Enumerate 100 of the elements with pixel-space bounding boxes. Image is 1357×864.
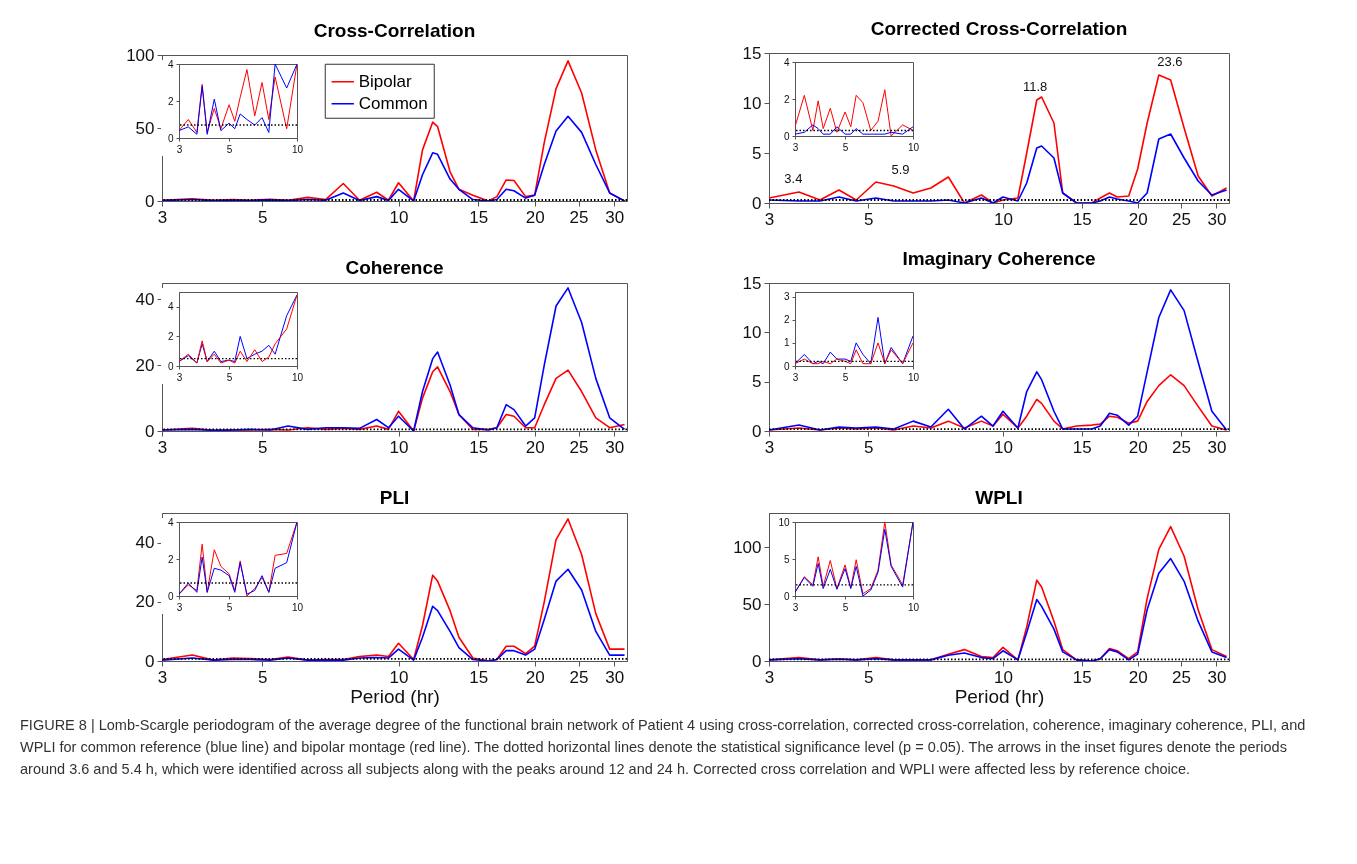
y-tick-label: 0 [167,590,174,602]
x-tick-label: 15 [469,207,489,227]
annotation: 11.8 [1022,79,1048,94]
chart-title: Corrected Cross-Correlation [870,18,1128,39]
y-tick-label: 10 [778,516,790,528]
y-tick-label: 0 [752,421,762,441]
y-tick-label: 0 [783,590,790,602]
y-tick-label: 2 [783,93,790,105]
y-tick-label: 40 [135,289,155,309]
x-tick-label: 30 [605,207,625,227]
x-tick-label: 10 [994,209,1013,229]
x-axis-title: Period (hr) [954,685,1045,707]
x-tick-label: 10 [994,437,1013,457]
x-tick-label: 15 [469,437,489,457]
x-tick-label: 10 [389,667,409,687]
x-tick-label: 25 [569,207,589,227]
y-tick-label: 50 [742,594,762,614]
x-tick-label: 10 [907,371,920,383]
x-tick-label: 5 [864,437,874,457]
x-tick-label: 10 [907,601,920,613]
y-tick-label: 4 [167,516,174,528]
legend-label: Bipolar [358,71,413,91]
y-tick-label: 0 [145,191,155,211]
chart-title: WPLI [975,487,1023,508]
y-tick-label: 40 [135,533,155,553]
x-tick-label: 30 [605,437,625,457]
legend-label: Common [358,93,428,113]
x-tick-label: 25 [569,437,589,457]
x-tick-label: 5 [258,437,268,457]
x-tick-label: 10 [907,141,920,153]
y-tick-label: 0 [783,130,790,142]
annotation: 23.6 [1157,54,1183,69]
x-tick-label: 5 [226,371,233,383]
x-tick-label: 5 [864,667,874,687]
caption: FIGURE 8 | Lomb-Scargle periodogram of the average degree of the functional brain network of Patient 4 using cross-correlation, corrected cross-correlation, coherence, imaginary coherence, PLI, and WPLI for common reference (blue line) and bipolar montage (red line). The dotted horizontal lines denote the statistical significance level (p = 0.05). The arrows in the inset figures denote the periods around 3.6 and 5.4 h, which were identified across all subjects along with the peaks around 12 and 24 h. Corrected cross correlation and WPLI were affected less by reference choice. [20,716,1307,779]
x-tick-label: 10 [291,371,304,383]
x-tick-label: 30 [1207,437,1227,457]
x-tick-label: 30 [1207,667,1227,687]
chart-title: Coherence [345,257,444,278]
annotation: 5.9 [891,162,910,177]
y-tick-label: 0 [783,360,790,372]
x-tick-label: 20 [1128,209,1148,229]
y-tick-label: 10 [742,93,762,113]
x-tick-label: 5 [258,667,268,687]
y-tick-label: 1 [783,337,790,349]
x-tick-label: 3 [792,141,799,153]
x-tick-label: 25 [1172,667,1191,687]
x-tick-label: 15 [469,667,489,687]
y-tick-label: 100 [126,45,155,65]
y-tick-label: 0 [167,360,174,372]
x-tick-label: 20 [525,667,545,687]
x-tick-label: 25 [1172,437,1191,457]
y-tick-label: 15 [742,43,762,63]
x-tick-label: 15 [1072,667,1092,687]
x-tick-label: 20 [1128,437,1148,457]
y-tick-label: 10 [742,322,762,342]
y-tick-label: 4 [167,301,174,313]
x-tick-label: 10 [291,143,304,155]
x-tick-label: 5 [226,601,233,613]
y-tick-label: 0 [145,421,155,441]
chart-title: PLI [379,487,410,508]
y-tick-label: 0 [752,193,762,213]
y-tick-label: 5 [783,553,790,565]
x-tick-label: 5 [864,209,874,229]
x-tick-label: 30 [1207,209,1227,229]
x-tick-label: 15 [1072,209,1092,229]
y-tick-label: 50 [135,118,155,138]
chart-title: Imaginary Coherence [902,248,1096,269]
x-tick-label: 20 [1128,667,1148,687]
y-tick-label: 3 [783,291,790,303]
x-tick-label: 10 [291,601,304,613]
y-tick-label: 2 [167,330,174,342]
y-tick-label: 2 [167,95,174,107]
x-tick-label: 25 [569,667,589,687]
y-tick-label: 2 [783,314,790,326]
y-tick-label: 4 [167,58,174,70]
x-tick-label: 3 [792,371,799,383]
x-tick-label: 10 [389,437,409,457]
x-tick-label: 5 [842,141,849,153]
y-tick-label: 15 [742,273,762,293]
x-tick-label: 3 [176,601,183,613]
y-tick-label: 0 [145,651,155,671]
annotation: 3.4 [784,171,803,186]
x-tick-label: 5 [258,207,268,227]
x-tick-label: 20 [525,207,545,227]
x-tick-label: 5 [842,371,849,383]
x-tick-label: 30 [605,667,625,687]
x-tick-label: 20 [525,437,545,457]
x-tick-label: 5 [842,601,849,613]
y-tick-label: 100 [733,537,762,557]
y-tick-label: 2 [167,553,174,565]
x-tick-label: 10 [994,667,1013,687]
x-tick-label: 3 [792,601,799,613]
chart-title: Cross-Correlation [313,20,476,41]
x-tick-label: 5 [226,143,233,155]
x-tick-label: 15 [1072,437,1092,457]
x-tick-label: 25 [1172,209,1191,229]
x-tick-label: 3 [176,371,183,383]
x-tick-label: 3 [176,143,183,155]
y-tick-label: 0 [167,132,174,144]
